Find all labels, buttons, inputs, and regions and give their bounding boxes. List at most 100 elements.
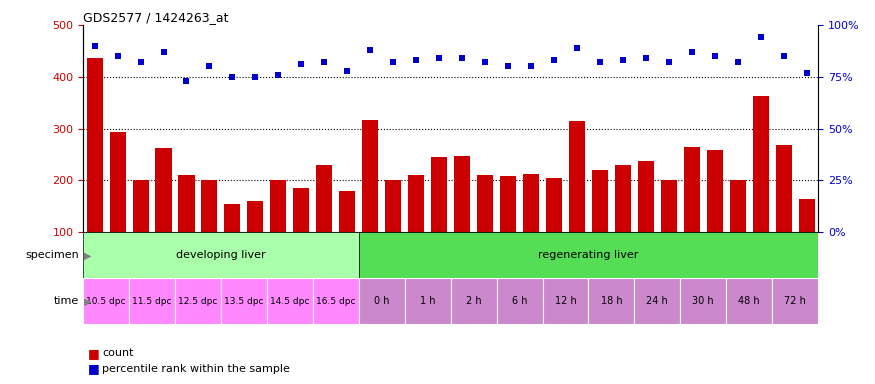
Point xyxy=(753,34,767,40)
Text: 6 h: 6 h xyxy=(512,296,528,306)
Text: percentile rank within the sample: percentile rank within the sample xyxy=(102,364,290,374)
Text: developing liver: developing liver xyxy=(176,250,266,260)
Bar xyxy=(267,278,313,324)
Bar xyxy=(752,96,769,284)
Bar xyxy=(132,180,149,284)
Point xyxy=(524,63,538,70)
Bar xyxy=(523,174,539,284)
Text: 16.5 dpc: 16.5 dpc xyxy=(316,297,355,306)
Bar xyxy=(385,180,402,284)
Bar xyxy=(589,278,634,324)
Bar xyxy=(500,176,516,284)
Bar xyxy=(497,278,542,324)
Bar xyxy=(109,132,126,284)
Bar xyxy=(707,151,723,284)
Point xyxy=(731,59,745,65)
Point xyxy=(639,55,653,61)
Bar xyxy=(83,232,359,278)
Text: ▶: ▶ xyxy=(84,250,92,260)
Point xyxy=(478,59,492,65)
Point xyxy=(226,74,240,80)
Text: 2 h: 2 h xyxy=(466,296,481,306)
Point xyxy=(179,78,193,84)
Point xyxy=(547,57,561,63)
Bar xyxy=(477,175,494,284)
Point xyxy=(593,59,607,65)
Bar xyxy=(683,147,700,284)
Bar xyxy=(726,278,773,324)
Bar xyxy=(362,120,378,284)
Bar xyxy=(634,278,681,324)
Text: ■: ■ xyxy=(88,347,99,360)
Text: 12 h: 12 h xyxy=(555,296,577,306)
Bar xyxy=(404,278,451,324)
Bar xyxy=(773,278,818,324)
Text: ▶: ▶ xyxy=(84,296,92,306)
Point xyxy=(248,74,262,80)
Point xyxy=(386,59,400,65)
Point xyxy=(455,55,469,61)
Bar xyxy=(359,232,818,278)
Bar xyxy=(316,165,332,284)
Point xyxy=(685,49,699,55)
Point xyxy=(340,68,354,74)
Bar xyxy=(799,199,815,284)
Point xyxy=(294,61,308,68)
Text: 18 h: 18 h xyxy=(600,296,622,306)
Text: 1 h: 1 h xyxy=(420,296,436,306)
Text: ■: ■ xyxy=(88,362,99,375)
Bar xyxy=(359,278,404,324)
Bar xyxy=(451,278,497,324)
Bar xyxy=(220,278,267,324)
Bar xyxy=(408,175,424,284)
Text: count: count xyxy=(102,348,134,358)
Text: 72 h: 72 h xyxy=(784,296,806,306)
Text: regenerating liver: regenerating liver xyxy=(538,250,639,260)
Bar xyxy=(270,180,286,284)
Point xyxy=(88,43,102,49)
Bar xyxy=(431,157,447,284)
Point xyxy=(570,45,584,51)
Bar xyxy=(178,175,194,284)
Bar xyxy=(248,201,263,284)
Point xyxy=(202,63,216,70)
Bar xyxy=(592,170,608,284)
Bar xyxy=(730,180,746,284)
Text: time: time xyxy=(53,296,79,306)
Text: 48 h: 48 h xyxy=(738,296,760,306)
Bar xyxy=(542,278,589,324)
Bar xyxy=(454,156,470,284)
Text: 0 h: 0 h xyxy=(374,296,389,306)
Point xyxy=(410,57,423,63)
Bar xyxy=(775,145,792,284)
Text: 11.5 dpc: 11.5 dpc xyxy=(132,297,172,306)
Bar xyxy=(615,165,631,284)
Bar xyxy=(87,58,102,284)
Bar xyxy=(156,148,172,284)
Bar xyxy=(224,204,241,284)
Text: GDS2577 / 1424263_at: GDS2577 / 1424263_at xyxy=(83,11,228,24)
Bar xyxy=(293,188,310,284)
Bar xyxy=(340,191,355,284)
Text: 10.5 dpc: 10.5 dpc xyxy=(87,297,126,306)
Bar xyxy=(569,121,585,284)
Bar xyxy=(546,178,562,284)
Point xyxy=(363,47,377,53)
Point xyxy=(110,53,124,59)
Bar xyxy=(175,278,220,324)
Point xyxy=(318,59,332,65)
Text: 24 h: 24 h xyxy=(647,296,668,306)
Bar xyxy=(661,180,677,284)
Point xyxy=(616,57,630,63)
Bar xyxy=(638,161,654,284)
Point xyxy=(271,72,285,78)
Point xyxy=(134,59,148,65)
Bar xyxy=(313,278,359,324)
Text: 13.5 dpc: 13.5 dpc xyxy=(224,297,263,306)
Bar xyxy=(130,278,175,324)
Text: 30 h: 30 h xyxy=(692,296,714,306)
Text: 14.5 dpc: 14.5 dpc xyxy=(270,297,310,306)
Point xyxy=(708,53,722,59)
Point xyxy=(432,55,446,61)
Point xyxy=(777,53,791,59)
